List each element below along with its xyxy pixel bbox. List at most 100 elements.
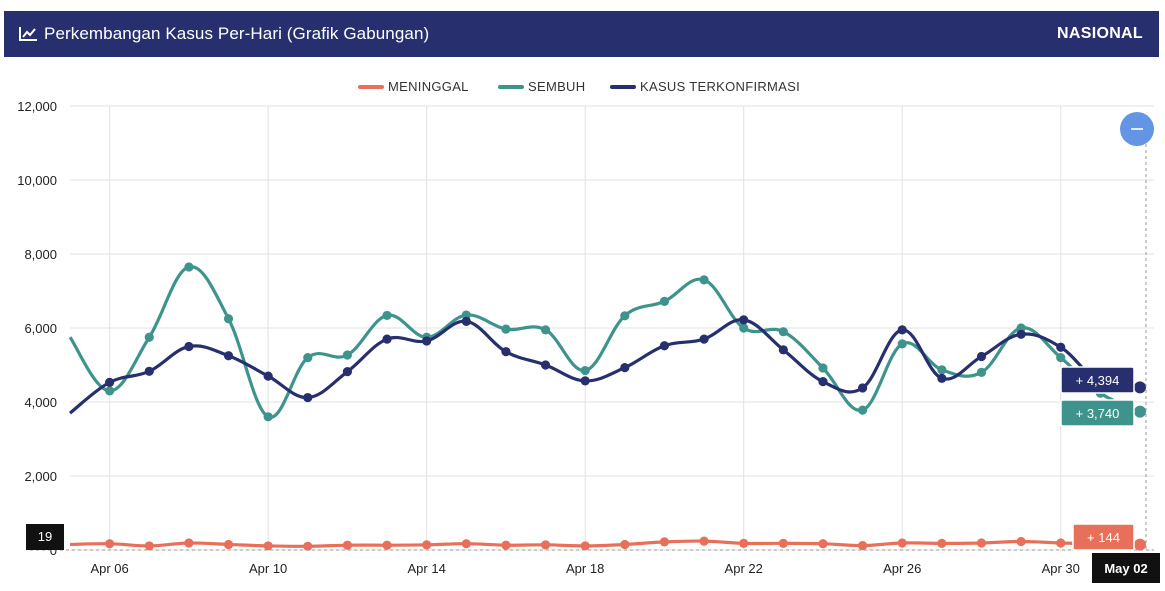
data-point — [937, 365, 947, 375]
series-line — [69, 539, 1141, 548]
left-value-label: 19 — [38, 529, 52, 544]
series-line — [68, 265, 1141, 419]
data-point — [1056, 538, 1066, 548]
data-point — [580, 376, 590, 386]
data-point — [739, 538, 749, 548]
hover-date-label: May 02 — [1104, 561, 1147, 576]
data-point — [659, 341, 670, 351]
data-point — [105, 377, 115, 387]
data-point — [501, 347, 511, 357]
header-title-group: Perkembangan Kasus Per-Hari (Grafik Gabu… — [18, 24, 429, 44]
data-point — [184, 341, 194, 352]
data-point — [976, 367, 987, 377]
data-point — [937, 538, 947, 548]
data-point — [342, 540, 353, 550]
x-tick-label: Apr 30 — [1042, 561, 1080, 576]
data-point — [382, 310, 392, 321]
x-tick-label: Apr 10 — [249, 561, 287, 576]
data-point — [223, 314, 234, 324]
data-point — [540, 325, 551, 335]
y-tick-label: 12,000 — [17, 99, 57, 114]
data-point — [659, 537, 670, 547]
meninggal-callout-box — [1072, 523, 1135, 551]
line-chart-icon — [19, 27, 37, 41]
data-point — [620, 539, 630, 550]
x-tick-label: Apr 14 — [408, 561, 446, 576]
x-tick-label: Apr 26 — [883, 561, 921, 576]
data-point — [937, 373, 947, 383]
data-point — [1016, 536, 1026, 547]
data-point — [501, 540, 511, 550]
data-point — [223, 351, 234, 361]
data-point — [144, 366, 154, 376]
chart-series — [68, 262, 1148, 553]
meninggal-callout-label: + 144 — [1087, 530, 1120, 545]
y-tick-label: 0 — [50, 543, 57, 558]
data-point — [1132, 403, 1148, 420]
chart-legend: MENINGGAL SEMBUH KASUS TERKONFIRMASI — [358, 79, 800, 94]
data-point — [818, 377, 828, 387]
data-point — [223, 539, 234, 550]
x-tick-label: Apr 06 — [90, 561, 128, 576]
kasus-callout-box — [1060, 366, 1135, 394]
data-point — [461, 316, 471, 326]
y-tick-label: 8,000 — [24, 247, 57, 262]
data-point — [1056, 353, 1066, 363]
chart-grid — [70, 105, 1154, 551]
data-point — [461, 310, 471, 320]
data-point — [461, 539, 471, 549]
data-point — [303, 392, 313, 403]
data-point — [1016, 323, 1026, 333]
data-point — [382, 540, 392, 550]
data-point — [739, 315, 749, 325]
data-point — [303, 353, 313, 363]
data-point — [897, 325, 907, 335]
data-point — [1056, 342, 1066, 352]
data-point — [620, 362, 630, 373]
data-point — [897, 339, 907, 349]
data-point — [580, 541, 590, 551]
data-point — [699, 334, 709, 344]
hover-date-box — [1092, 553, 1160, 583]
data-point — [1016, 329, 1026, 339]
data-point — [184, 538, 194, 548]
y-tick-label: 10,000 — [17, 173, 57, 188]
data-point — [184, 262, 194, 272]
data-point — [897, 538, 907, 548]
data-point — [422, 540, 432, 550]
data-point — [303, 541, 313, 551]
x-tick-label: Apr 22 — [725, 561, 763, 576]
sembuh-callout-box — [1060, 399, 1135, 427]
data-point — [144, 541, 154, 551]
data-point — [620, 311, 630, 321]
data-point — [382, 334, 392, 344]
scope-label: NASIONAL — [1057, 25, 1143, 42]
data-point — [105, 386, 115, 396]
data-point — [263, 371, 273, 381]
legend-label: KASUS TERKONFIRMASI — [640, 79, 800, 94]
data-point — [144, 332, 154, 342]
series-line — [69, 318, 1141, 415]
data-point — [976, 538, 987, 548]
data-point — [818, 539, 828, 549]
x-tick-label: Apr 18 — [566, 561, 604, 576]
data-point — [342, 350, 353, 360]
chart-title: Perkembangan Kasus Per-Hari (Grafik Gabu… — [44, 24, 430, 43]
data-point — [580, 365, 590, 376]
data-point — [778, 327, 788, 337]
data-point — [501, 324, 511, 334]
y-tick-label: 2,000 — [24, 469, 57, 484]
data-point — [778, 538, 788, 548]
data-point — [422, 336, 432, 346]
data-point — [857, 383, 868, 393]
data-point — [540, 540, 551, 550]
data-point — [857, 540, 868, 551]
data-point — [105, 539, 115, 549]
chart-overlay: + 4,394 + 3,740 + 144 19 May 02 — [26, 112, 1160, 583]
data-point — [659, 296, 670, 306]
data-point — [739, 323, 749, 333]
legend-label: MENINGGAL — [388, 79, 469, 94]
data-point — [976, 351, 987, 362]
kasus-callout-label: + 4,394 — [1076, 373, 1120, 388]
